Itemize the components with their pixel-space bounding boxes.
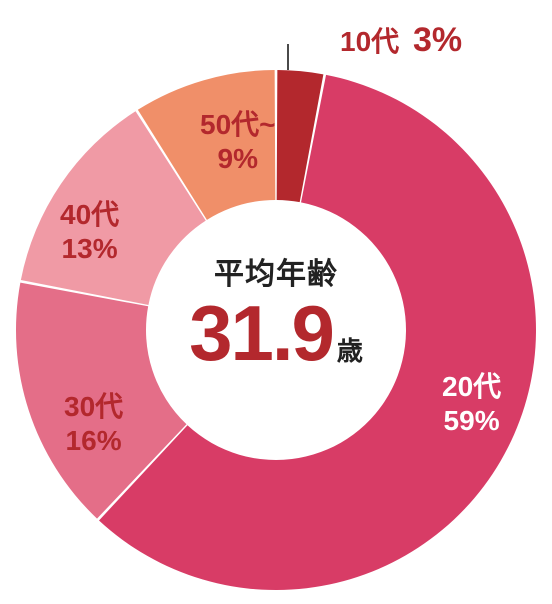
center-value-row: 31.9歳 — [189, 293, 363, 375]
label-30s-category: 30代 — [64, 390, 123, 424]
label-50plus: 50代~9% — [200, 108, 276, 175]
label-40s: 40代13% — [60, 198, 119, 265]
label-20s-category: 20代 — [442, 370, 501, 404]
age-distribution-chart: 平均年齢 31.9歳 10代 3% 20代59% 30代16% 40代13% 5… — [0, 0, 552, 604]
label-40s-category: 40代 — [60, 198, 119, 232]
label-30s: 30代16% — [64, 390, 123, 457]
center-label: 平均年齢 31.9歳 — [189, 249, 363, 375]
center-title: 平均年齢 — [189, 249, 363, 293]
center-unit: 歳 — [337, 331, 363, 368]
label-50plus-category: 50代~ — [200, 108, 276, 142]
label-20s-value: 59% — [442, 404, 501, 438]
label-50plus-value: 9% — [200, 142, 276, 176]
label-40s-value: 13% — [60, 232, 119, 266]
label-teens-value: 3% — [413, 21, 462, 59]
label-teens-outside: 10代 3% — [340, 20, 462, 60]
label-20s: 20代59% — [442, 370, 501, 437]
label-30s-value: 16% — [64, 424, 123, 458]
center-value: 31.9 — [189, 293, 333, 375]
label-teens-category: 10代 — [340, 26, 399, 57]
